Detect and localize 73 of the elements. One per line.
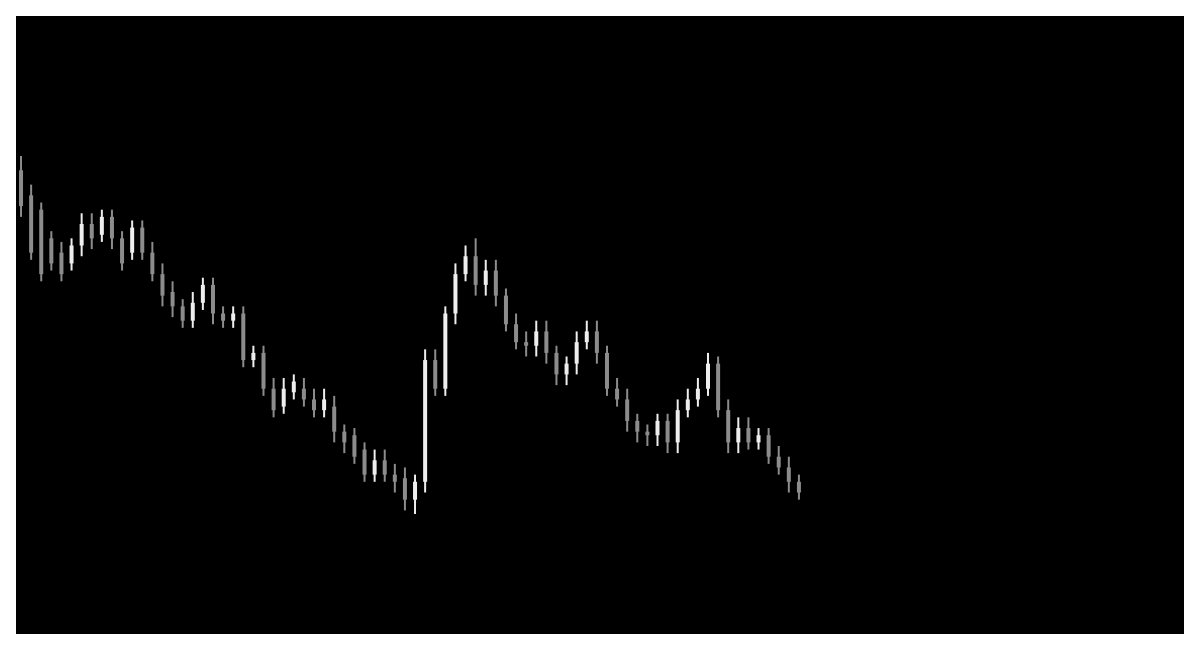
candlestick: [312, 387, 317, 419]
candlestick: [493, 258, 498, 308]
candlestick: [796, 473, 801, 501]
candlestick: [473, 237, 478, 297]
candlestick: [99, 208, 104, 243]
candlestick: [210, 276, 215, 326]
candlestick: [271, 376, 276, 419]
candlestick: [413, 473, 418, 514]
candlestick: [160, 262, 165, 308]
candlestick: [655, 412, 660, 447]
candlestick: [665, 412, 670, 455]
candlestick: [89, 212, 94, 251]
candlestick: [109, 208, 114, 251]
candlestick: [231, 305, 236, 329]
candlestick: [281, 376, 286, 415]
candlestick: [554, 344, 559, 387]
candlestick: [584, 319, 589, 351]
candlestick: [69, 237, 74, 272]
candlestick: [706, 351, 711, 397]
candlestick: [685, 387, 690, 419]
candlestick: [564, 355, 569, 387]
candlestick: [544, 319, 549, 365]
candlestick: [392, 462, 397, 494]
candlestick: [352, 427, 357, 465]
candlestick: [574, 330, 579, 376]
candlestick: [19, 156, 24, 218]
candlestick: [150, 240, 155, 283]
candlestick: [453, 262, 458, 326]
candlestick: [362, 441, 367, 483]
candlestick: [635, 412, 640, 444]
candlestick: [170, 280, 175, 319]
candlestick: [382, 448, 387, 483]
candlestick: [402, 466, 407, 512]
candlestick: [59, 240, 64, 283]
candlestick: [221, 305, 226, 329]
candlestick: [695, 376, 700, 408]
candlestick: [49, 230, 54, 272]
candlestick: [786, 455, 791, 494]
candlestick: [514, 312, 519, 351]
candlestick: [322, 387, 327, 419]
candlestick: [615, 376, 620, 408]
candlestick: [301, 376, 306, 408]
candlestick: [190, 291, 195, 329]
candlestick: [241, 305, 246, 369]
candlestick: [251, 344, 256, 369]
candlestick: [716, 355, 721, 419]
candlestick: [291, 373, 296, 401]
candlestick: [675, 398, 680, 455]
candlestick: [746, 416, 751, 451]
candlestick: [332, 394, 337, 444]
candlestick: [726, 398, 731, 455]
candlestick: [604, 344, 609, 397]
candlestick: [776, 444, 781, 476]
candlestick: [120, 230, 125, 272]
candlestick: [463, 244, 468, 283]
candlestick: [756, 427, 761, 451]
candlestick: [372, 448, 377, 483]
candlestick: [594, 319, 599, 365]
candlestick: [503, 287, 508, 333]
candlestick: [342, 423, 347, 455]
candlestick: [140, 219, 145, 261]
candlestick: [483, 258, 488, 297]
candlestick: [200, 276, 205, 311]
candlestick: [625, 387, 630, 433]
candlestick: [433, 348, 438, 397]
candlestick: [180, 298, 185, 329]
candlestick: [130, 219, 135, 261]
candlestick: [79, 212, 84, 258]
candlestick: [736, 416, 741, 455]
candlestick: [766, 427, 771, 465]
candlestick: [524, 330, 529, 358]
candlestick: [534, 319, 539, 358]
candlestick: [261, 344, 266, 397]
